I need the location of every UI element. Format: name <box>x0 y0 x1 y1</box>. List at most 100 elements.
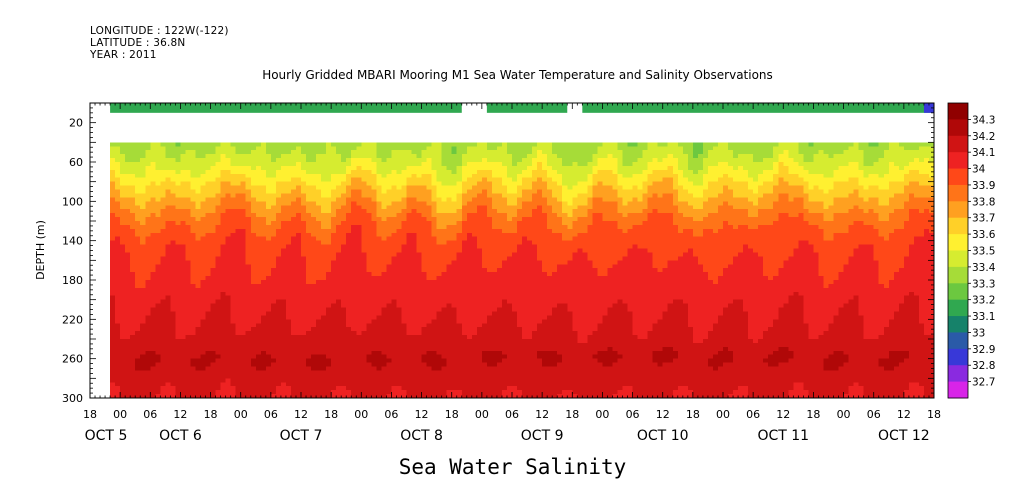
salinity-cell <box>326 228 332 234</box>
salinity-cell <box>386 181 393 187</box>
salinity-cell <box>120 236 126 242</box>
salinity-cell <box>160 224 166 230</box>
salinity-cell <box>140 283 146 289</box>
salinity-cell <box>461 280 468 285</box>
salinity-cell <box>456 378 463 383</box>
salinity-cell <box>180 315 187 320</box>
salinity-cell <box>135 252 141 257</box>
salinity-cell <box>341 173 347 179</box>
salinity-cell <box>215 370 222 375</box>
salinity-cell <box>295 158 302 163</box>
salinity-cell <box>346 201 352 206</box>
salinity-cell <box>275 169 282 175</box>
salinity-cell <box>190 283 197 289</box>
salinity-cell <box>396 268 403 273</box>
salinity-cell <box>285 374 292 379</box>
salinity-cell <box>150 217 156 222</box>
salinity-cell <box>110 169 116 175</box>
salinity-cell <box>250 342 257 348</box>
salinity-cell <box>220 346 227 352</box>
salinity-cell <box>130 303 136 309</box>
salinity-cell <box>275 264 282 269</box>
salinity-cell <box>240 193 247 198</box>
salinity-cell <box>306 331 312 336</box>
salinity-cell <box>451 280 458 285</box>
salinity-cell <box>210 311 217 316</box>
salinity-cell <box>401 315 408 320</box>
salinity-cell <box>461 201 468 206</box>
salinity-cell <box>446 272 453 277</box>
salinity-cell <box>341 260 347 265</box>
salinity-cell <box>316 150 322 155</box>
salinity-cell <box>411 319 418 324</box>
salinity-cell <box>346 169 352 175</box>
salinity-cell <box>471 248 478 254</box>
salinity-cell <box>486 228 493 234</box>
salinity-cell <box>115 165 121 171</box>
salinity-cell <box>311 240 317 246</box>
salinity-cell <box>115 169 121 175</box>
salinity-cell <box>396 146 403 151</box>
salinity-cell <box>275 260 282 265</box>
salinity-cell <box>476 362 483 368</box>
salinity-cell <box>306 213 312 218</box>
salinity-cell <box>341 150 347 155</box>
salinity-cell <box>290 162 297 167</box>
salinity-cell <box>110 283 116 289</box>
salinity-cell <box>225 283 232 289</box>
salinity-cell <box>225 272 232 277</box>
salinity-cell <box>406 209 413 214</box>
salinity-cell <box>351 213 357 218</box>
salinity-cell <box>461 165 468 171</box>
salinity-cell <box>436 366 443 372</box>
salinity-cell <box>416 236 423 242</box>
salinity-cell <box>461 276 468 281</box>
salinity-cell <box>245 307 252 313</box>
salinity-cell <box>466 370 473 375</box>
salinity-cell <box>396 177 403 183</box>
salinity-cell <box>260 323 267 328</box>
salinity-cell <box>371 150 377 155</box>
salinity-cell <box>446 221 453 226</box>
salinity-cell <box>190 205 197 210</box>
salinity-cell <box>185 248 192 254</box>
salinity-cell <box>190 280 197 285</box>
salinity-cell <box>321 162 327 167</box>
salinity-cell <box>180 366 187 372</box>
salinity-cell <box>356 287 362 293</box>
salinity-cell <box>230 374 237 379</box>
salinity-cell <box>391 146 398 151</box>
salinity-cell <box>135 150 141 155</box>
salinity-cell <box>290 252 297 257</box>
salinity-cell <box>275 173 282 179</box>
salinity-cell <box>346 327 352 332</box>
salinity-cell <box>155 331 161 336</box>
salinity-cell <box>295 185 302 191</box>
salinity-cell <box>491 339 498 344</box>
salinity-cell <box>381 323 387 328</box>
salinity-cell <box>190 240 197 246</box>
salinity-cell <box>391 173 398 179</box>
salinity-cell <box>481 299 488 305</box>
salinity-cell <box>476 193 483 198</box>
salinity-cell <box>280 323 287 328</box>
salinity-cell <box>391 244 398 250</box>
salinity-cell <box>270 209 277 214</box>
salinity-cell <box>476 331 483 336</box>
salinity-cell <box>446 165 453 171</box>
salinity-cell <box>386 177 393 183</box>
salinity-cell <box>436 370 443 375</box>
salinity-cell <box>431 169 438 175</box>
salinity-cell <box>260 303 267 309</box>
salinity-cell <box>451 205 458 210</box>
salinity-cell <box>185 244 192 250</box>
salinity-cell <box>321 319 327 324</box>
salinity-cell <box>326 307 332 313</box>
salinity-cell <box>155 339 161 344</box>
salinity-cell <box>321 307 327 313</box>
salinity-cell <box>416 260 423 265</box>
salinity-cell <box>336 150 342 155</box>
salinity-cell <box>486 307 493 313</box>
salinity-cell <box>476 358 483 364</box>
salinity-cell <box>486 256 493 261</box>
